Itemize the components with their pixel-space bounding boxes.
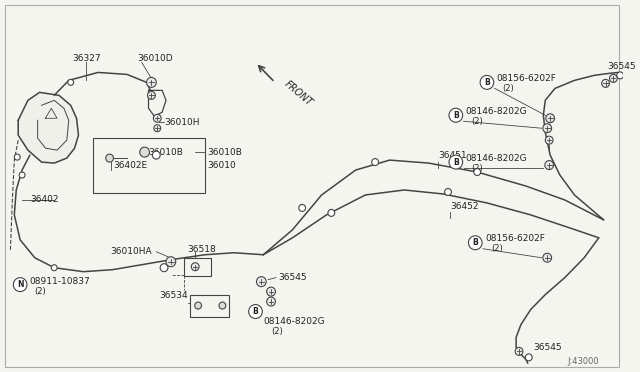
- Circle shape: [195, 302, 202, 309]
- Circle shape: [106, 154, 113, 162]
- Circle shape: [480, 76, 493, 89]
- Circle shape: [609, 74, 617, 82]
- Circle shape: [602, 79, 609, 87]
- Text: (2): (2): [472, 117, 483, 126]
- Circle shape: [147, 77, 156, 87]
- Bar: [184, 258, 211, 276]
- Circle shape: [68, 79, 74, 86]
- Text: 08146-8202G: 08146-8202G: [465, 107, 527, 116]
- Circle shape: [19, 172, 25, 178]
- Circle shape: [372, 158, 378, 166]
- Circle shape: [546, 114, 554, 123]
- Bar: [190, 295, 229, 317]
- Circle shape: [545, 136, 553, 144]
- Text: FRONT: FRONT: [283, 78, 315, 108]
- Circle shape: [154, 125, 161, 132]
- Circle shape: [219, 302, 226, 309]
- Circle shape: [14, 154, 20, 160]
- Text: 36451: 36451: [438, 151, 467, 160]
- Text: 36010B: 36010B: [207, 148, 242, 157]
- Circle shape: [445, 189, 451, 195]
- Text: 36010D: 36010D: [137, 54, 172, 63]
- Circle shape: [249, 305, 262, 318]
- Text: 36327: 36327: [72, 54, 100, 63]
- Text: (2): (2): [502, 84, 515, 93]
- Circle shape: [267, 297, 275, 306]
- Circle shape: [51, 265, 57, 271]
- Text: (2): (2): [35, 287, 47, 296]
- Text: 08146-8202G: 08146-8202G: [465, 154, 527, 163]
- Circle shape: [525, 354, 532, 361]
- Text: 36518: 36518: [188, 245, 216, 254]
- Text: 36402: 36402: [30, 195, 58, 205]
- Text: 36010B: 36010B: [148, 148, 184, 157]
- Text: 36010H: 36010H: [164, 118, 200, 127]
- Circle shape: [545, 161, 554, 170]
- Text: (2): (2): [271, 327, 283, 336]
- Text: 08146-8202G: 08146-8202G: [263, 317, 325, 326]
- Circle shape: [160, 264, 168, 272]
- Circle shape: [515, 347, 523, 355]
- Text: (2): (2): [472, 164, 483, 173]
- Circle shape: [543, 253, 552, 262]
- Text: B: B: [484, 78, 490, 87]
- Circle shape: [154, 114, 161, 122]
- Circle shape: [449, 155, 463, 169]
- Circle shape: [299, 205, 305, 211]
- Text: 36545: 36545: [607, 62, 636, 71]
- Text: 08156-6202F: 08156-6202F: [485, 234, 545, 243]
- Circle shape: [474, 169, 481, 176]
- Circle shape: [257, 277, 266, 286]
- Text: B: B: [472, 238, 478, 247]
- Text: 36452: 36452: [450, 202, 479, 211]
- Text: 08911-10837: 08911-10837: [30, 277, 91, 286]
- Circle shape: [152, 151, 160, 159]
- Circle shape: [166, 257, 176, 267]
- Circle shape: [267, 287, 275, 296]
- Text: 36545: 36545: [278, 273, 307, 282]
- Circle shape: [328, 209, 335, 217]
- Text: (2): (2): [491, 244, 502, 253]
- Text: 08156-6202F: 08156-6202F: [497, 74, 557, 83]
- Circle shape: [617, 72, 623, 79]
- Text: B: B: [253, 307, 259, 316]
- Text: B: B: [453, 111, 459, 120]
- Text: B: B: [453, 158, 459, 167]
- Circle shape: [191, 263, 199, 271]
- Text: 36010HA: 36010HA: [110, 247, 152, 256]
- Text: J:43000: J:43000: [567, 357, 599, 366]
- Circle shape: [449, 108, 463, 122]
- Text: N: N: [17, 280, 24, 289]
- Text: 36545: 36545: [534, 343, 562, 352]
- Text: 36534: 36534: [160, 291, 188, 300]
- Circle shape: [148, 92, 156, 99]
- Text: 36010: 36010: [207, 161, 236, 170]
- Circle shape: [140, 147, 150, 157]
- Circle shape: [468, 236, 482, 250]
- Circle shape: [543, 124, 552, 133]
- Circle shape: [13, 278, 27, 292]
- Text: 36402E: 36402E: [113, 161, 148, 170]
- Bar: [93, 138, 205, 193]
